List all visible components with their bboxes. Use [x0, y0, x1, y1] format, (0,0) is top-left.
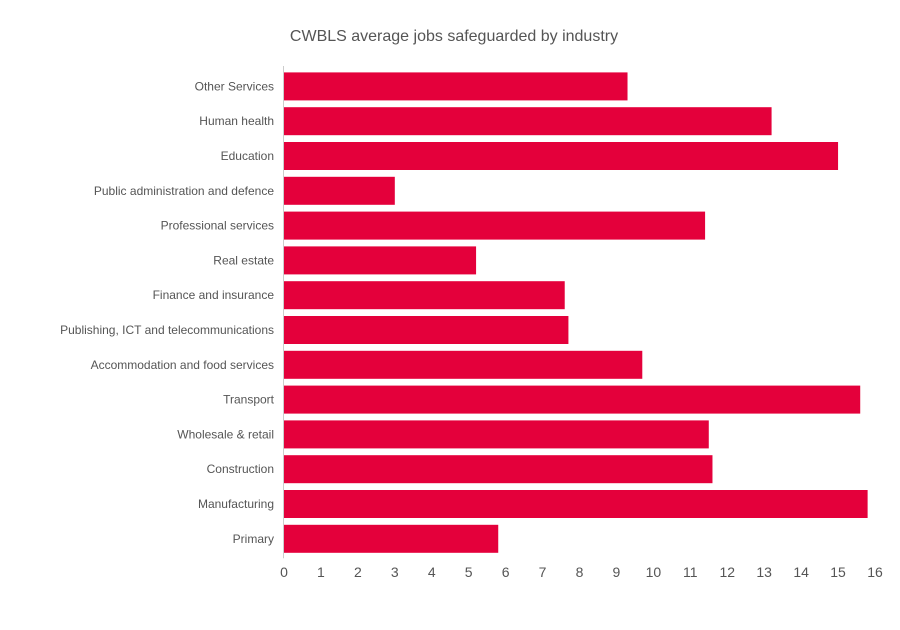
x-tick-label: 0 [280, 564, 288, 580]
bar-wholesale-retail [284, 420, 709, 449]
bar-publishing-ict-and-telecommunications [284, 316, 569, 344]
x-tick-label: 3 [391, 564, 399, 580]
category-label-construction: Construction [207, 462, 274, 476]
category-label-accommodation-and-food-services: Accommodation and food services [91, 358, 274, 372]
x-tick-label: 1 [317, 564, 325, 580]
category-label-human-health: Human health [199, 114, 274, 128]
bar-public-administration-and-defence [284, 176, 395, 205]
bars-group [284, 72, 868, 553]
x-tick-label: 14 [793, 564, 809, 580]
x-tick-label: 16 [867, 564, 883, 580]
bar-construction [284, 455, 713, 484]
category-label-wholesale-retail: Wholesale & retail [177, 427, 274, 441]
x-tick-label: 4 [428, 564, 436, 580]
category-label-transport: Transport [223, 393, 275, 407]
category-label-finance-and-insurance: Finance and insurance [153, 288, 275, 302]
category-labels: Other Services Human health Education Publi… [60, 79, 275, 545]
bar-real-estate [284, 246, 477, 275]
x-tick-label: 7 [539, 564, 547, 580]
x-tick-label: 15 [830, 564, 846, 580]
category-label-primary: Primary [233, 532, 274, 546]
bar-professional-services [284, 211, 706, 240]
category-label-other-services: Other Services [195, 79, 274, 93]
x-tick-label: 8 [576, 564, 584, 580]
bar-transport [284, 385, 861, 414]
x-tick-label: 6 [502, 564, 510, 580]
bar-other-services [284, 72, 628, 101]
x-tick-label: 11 [683, 564, 698, 580]
category-label-real-estate: Real estate [213, 253, 274, 267]
bar-accommodation-and-food-services [284, 350, 643, 379]
category-label-education: Education [221, 149, 274, 163]
x-tick-label: 10 [646, 564, 662, 580]
chart-title: CWBLS average jobs safeguarded by indust… [290, 28, 618, 45]
bar-human-health [284, 107, 772, 136]
x-tick-label: 5 [465, 564, 473, 580]
x-tick-label: 13 [756, 564, 772, 580]
category-label-publishing-ict-and-telecommunications: Publishing, ICT and telecommunications [60, 323, 274, 337]
x-tick-labels: 0 1 2 3 4 5 6 7 8 9 10 11 12 13 14 15 16 [280, 564, 883, 580]
bar-finance-and-insurance [284, 281, 565, 310]
x-tick-label: 2 [354, 564, 362, 580]
category-label-public-administration-and-defence: Public administration and defence [94, 184, 274, 198]
category-label-manufacturing: Manufacturing [198, 497, 274, 511]
bar-education [284, 142, 839, 170]
bar-primary [284, 524, 499, 553]
x-tick-label: 12 [719, 564, 735, 580]
x-tick-label: 9 [613, 564, 621, 580]
bar-manufacturing [284, 490, 868, 518]
category-label-professional-services: Professional services [161, 219, 274, 233]
